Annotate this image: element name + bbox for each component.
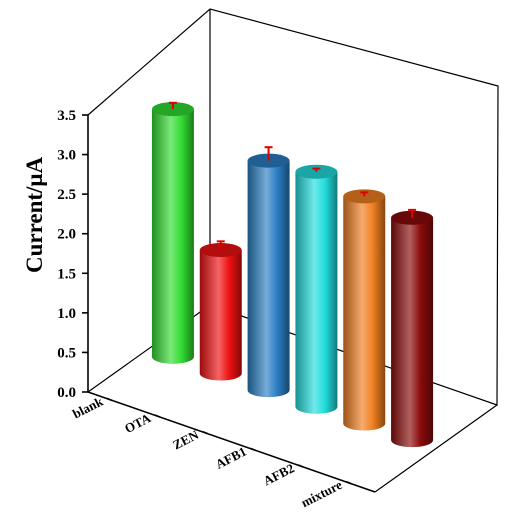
- bar-body: [343, 196, 386, 431]
- y-axis-title: Current/μA: [22, 157, 47, 273]
- floor-right-edge: [374, 404, 498, 493]
- x-tick-mark: [106, 397, 113, 402]
- y-axis-ticks: 0.0 0.5 1.0 1.5 2.0 2.5 3.0 3.5: [57, 108, 88, 401]
- bar-body: [247, 160, 290, 398]
- x-tick-mark: [345, 480, 352, 485]
- y-tick-label: 3.5: [57, 108, 76, 124]
- bar-blank: [151, 101, 194, 364]
- x-axis-line: [87, 391, 376, 493]
- x-tick-mark: [250, 447, 256, 452]
- y-tick-label: 1.5: [57, 266, 76, 282]
- y-tick-label: 1.0: [57, 306, 76, 322]
- bar-ZEN: [247, 146, 290, 398]
- bar-OTA: [199, 240, 242, 381]
- bar-body: [295, 171, 338, 414]
- bar-AFB2: [343, 189, 386, 431]
- x-tick-label: mixture: [299, 477, 345, 510]
- x-tick-mark: [297, 464, 304, 468]
- y-tick-label: 2.5: [57, 187, 76, 203]
- y-tick-label: 2.0: [57, 227, 76, 243]
- bars: [151, 101, 434, 448]
- x-tick-label: AFB2: [261, 460, 297, 488]
- bar-AFB1: [295, 164, 338, 414]
- bar-body: [199, 250, 242, 381]
- y-tick-label: 3.0: [57, 148, 76, 164]
- y-tick-label: 0.0: [57, 385, 76, 401]
- x-tick-mark: [154, 414, 161, 418]
- bar-mixture: [391, 208, 434, 448]
- bar-body: [391, 217, 434, 448]
- bar-body: [151, 109, 194, 364]
- back-wall-outline: [87, 8, 499, 406]
- y-tick-label: 0.5: [57, 345, 76, 361]
- x-tick-mark: [202, 430, 208, 435]
- x-tick-label: AFB1: [213, 444, 249, 472]
